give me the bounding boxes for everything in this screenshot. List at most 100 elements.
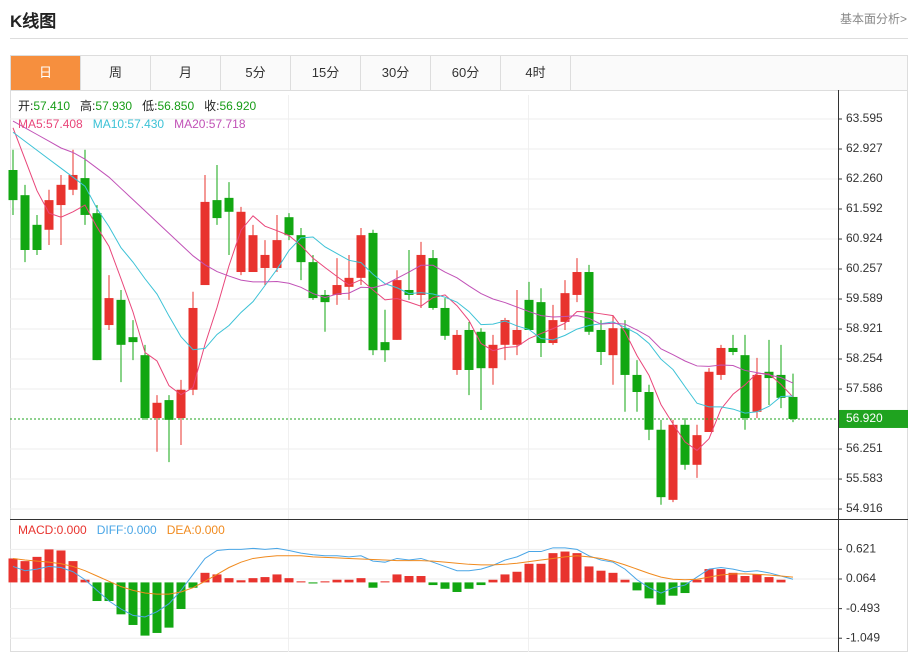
legend-name: 高: [80,98,95,113]
candle-body [236,211,246,273]
y-tick-label: 56.251 [846,441,883,455]
macd-bar [296,581,306,583]
indicator-line [12,555,794,595]
legend-name: MA20: [174,117,209,131]
macd-bar [92,582,102,602]
macd-bar [596,570,606,583]
tab[interactable]: 日 [11,56,81,90]
legend: 开:57.410 高:57.930 低:56.850 收:56.920 [18,98,257,113]
legend-value: 56.920 [219,99,256,113]
page-title: K线图 [10,12,57,31]
macd-bar [584,566,594,583]
tab[interactable]: 5分 [221,56,291,90]
candle-body [668,424,678,500]
legend-value: 57.408 [46,117,83,131]
candle-body [368,232,378,351]
candle-body [296,235,306,263]
candle-body [548,320,558,344]
legend: MA5:57.408 MA10:57.430 MA20:57.718 [18,117,246,131]
macd-bar [8,558,18,583]
candle-body [596,329,606,353]
tab[interactable]: 4时 [501,56,571,90]
candle-body [680,424,690,465]
candle-body [536,302,546,344]
legend-name: 开: [18,99,33,113]
macd-bar [536,563,546,583]
macd-bar [128,582,138,625]
macd-bar [152,582,162,633]
candle-body [656,429,666,498]
macd-bar [284,578,294,583]
macd-bar [524,563,534,583]
candle-body [128,337,138,343]
candle-body [500,320,510,345]
macd-bar [200,572,210,583]
macd-bar [308,582,318,584]
legend-value: 57.410 [33,99,70,113]
tab[interactable]: 周 [81,56,151,90]
macd-bar [164,582,174,628]
macd-bar [428,582,438,586]
candle-body [224,197,234,212]
candle-body [428,258,438,308]
macd-bar [704,569,714,583]
macd-bar [620,579,630,583]
candle-body [632,374,642,393]
macd-bar [728,572,738,583]
y-tick-label: 60.257 [846,261,883,275]
macd-bar [668,582,678,596]
indicator-line [12,131,794,414]
tab[interactable]: 15分 [291,56,361,90]
macd-bar [632,582,642,591]
y-tick-label: 63.595 [846,111,883,125]
macd-bar [716,569,726,583]
candle-body [716,347,726,375]
candle-body [248,235,258,273]
candle-body [212,200,222,219]
macd-bar [488,579,498,583]
candle-body [308,262,318,299]
y-tick-label: 0.621 [846,542,876,556]
macd-bar [332,579,342,583]
legend: MACD:0.000 DIFF:0.000 DEA:0.000 [18,523,225,537]
y-tick-label: 0.064 [846,571,876,585]
indicator-line [12,127,794,452]
candle-body [572,272,582,295]
tab[interactable]: 月 [151,56,221,90]
legend-value: 57.718 [209,117,246,131]
current-price-tag [839,409,908,428]
y-tick-label: 59.589 [846,291,883,305]
candle-body [200,201,210,286]
y-tick-label: 60.924 [846,231,883,245]
legend-name: 低: [142,99,157,113]
candle-body [584,272,594,332]
candle-body [416,254,426,295]
candle-body [476,331,486,369]
candle-body [104,298,114,326]
macd-bar [392,574,402,583]
candle-body [404,289,414,295]
candle-body [164,400,174,420]
macd-bar [416,576,426,583]
tab[interactable]: 60分 [431,56,501,90]
candle-body [524,299,534,330]
macd-bar [368,582,378,588]
macd-bar [356,578,366,583]
fundamentals-link[interactable]: 基本面分析> [839,12,907,26]
tab[interactable]: 30分 [361,56,431,90]
y-tick-label: 58.921 [846,321,883,335]
macd-bar [116,582,126,615]
candle-body [188,307,198,390]
macd-bar [740,576,750,583]
current-price-label: 56.920 [846,411,883,425]
candle-body [20,195,30,250]
candle-body [740,355,750,419]
chart-frame [10,90,908,652]
candle-body [464,329,474,370]
candle-body [776,374,786,398]
candle-body [728,347,738,353]
candle-body [92,213,102,361]
candle-body [488,344,498,369]
